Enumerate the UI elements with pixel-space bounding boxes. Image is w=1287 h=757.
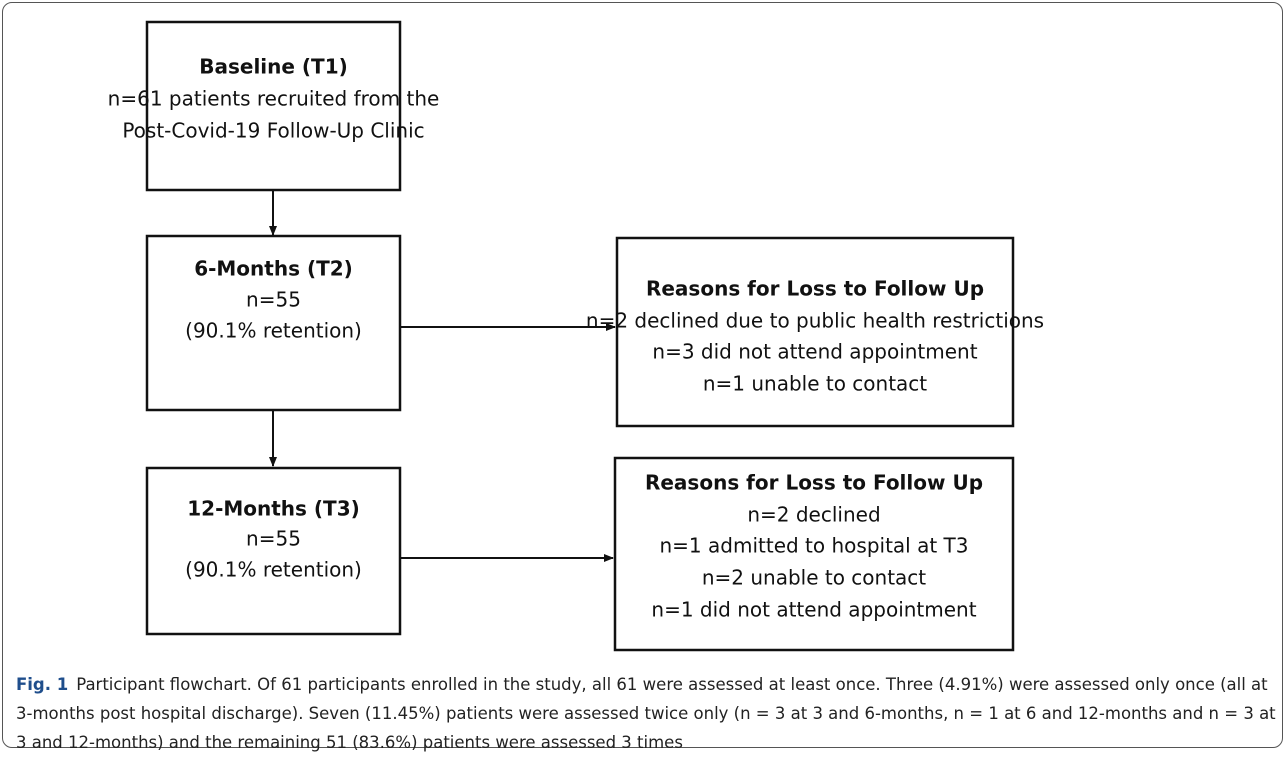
node-line: Post-Covid-19 Follow-Up Clinic (122, 119, 424, 143)
node-line: n=1 did not attend appointment (651, 598, 976, 622)
node-title: Baseline (T1) (199, 55, 348, 79)
node-box (145, 466, 402, 636)
node-title: Reasons for Loss to Follow Up (646, 277, 984, 301)
node-title: Reasons for Loss to Follow Up (645, 471, 983, 495)
node-box (613, 456, 1015, 652)
node-box (145, 234, 402, 412)
node-box (145, 20, 402, 192)
caption-text: Participant flowchart. Of 61 participant… (16, 675, 1276, 752)
node-line: n=55 (246, 288, 301, 312)
node-line: n=1 admitted to hospital at T3 (660, 534, 969, 558)
node-title: 12-Months (T3) (187, 497, 360, 521)
node-line: n=2 declined due to public health restri… (586, 309, 1044, 333)
node-line: n=55 (246, 527, 301, 551)
node-line: n=1 unable to contact (703, 372, 927, 396)
node-line: (90.1% retention) (185, 319, 362, 343)
node-box (615, 236, 1015, 428)
node-line: n=2 declined (747, 503, 880, 527)
caption-label: Fig. 1 (16, 675, 69, 694)
node-line: n=2 unable to contact (702, 566, 926, 590)
node-title: 6-Months (T2) (194, 257, 353, 281)
node-line: n=61 patients recruited from the (108, 87, 440, 111)
caption: Fig. 1 Participant flowchart. Of 61 parti… (16, 670, 1278, 757)
node-line: (90.1% retention) (185, 558, 362, 582)
node-line: n=3 did not attend appointment (652, 340, 977, 364)
